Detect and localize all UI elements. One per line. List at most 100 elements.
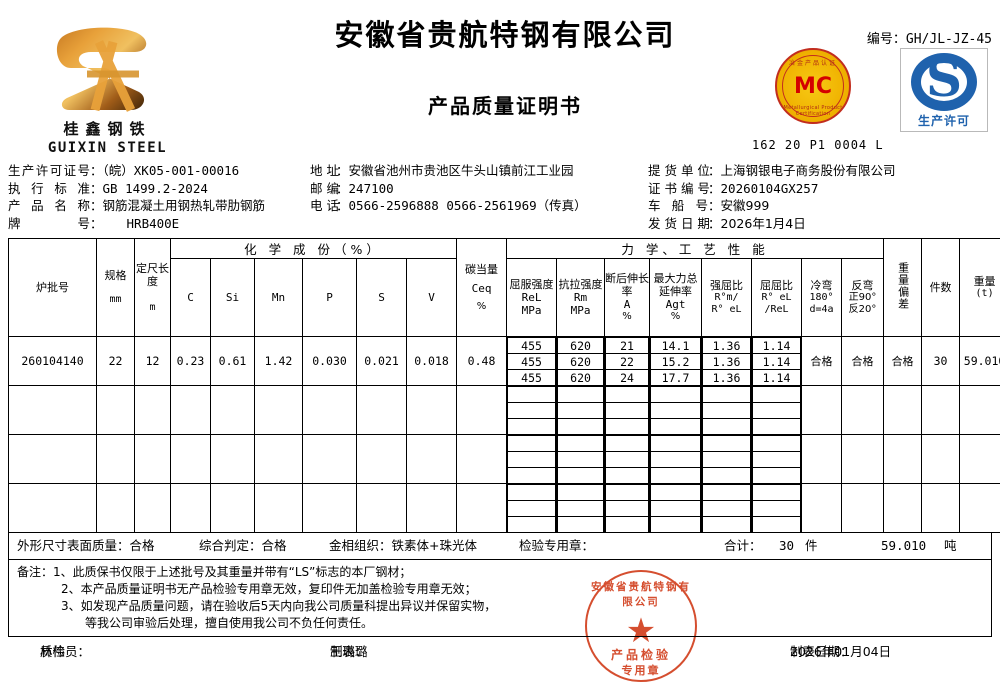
qs-letter-s: S (925, 49, 963, 108)
cell-weightdev (883, 385, 923, 435)
cell-si (210, 385, 255, 435)
cell-agt: 14.1 15.2 17.7 (649, 336, 703, 386)
info-column-left: 生产许可证号：（皖）XK05-001-00016 执 行 标 准：GB 1499… (8, 162, 265, 232)
table-row[interactable] (8, 385, 1000, 435)
cell-coldbend (801, 434, 843, 484)
info-row-phone: 电 话：0566-2596888 0566-2561969（传真） (310, 198, 587, 213)
th-elong-l1: 断后伸长率 (605, 272, 650, 298)
th-yield-strength: 屈服强度 ReL MPa (506, 258, 558, 337)
cell-c (170, 483, 211, 533)
cell-ratio2 (751, 483, 803, 533)
th-spec: 规格 mm (96, 238, 135, 337)
th-ceq-label: 碳当量 (465, 262, 499, 276)
cell-ratio2 (751, 434, 803, 484)
cell-s: 0.021 (356, 336, 407, 386)
cell-yield (506, 385, 558, 435)
th-elong-sym: A (623, 298, 631, 311)
mech-subcell: 620 (557, 353, 605, 370)
th-reverse-bend: 反弯 正90° 反20° (841, 258, 885, 337)
th-ratio2-sym: R° eL (761, 292, 792, 303)
cell-heat-no (8, 385, 97, 435)
standard-value: GB 1499.2-2024 (102, 180, 208, 196)
cell-length (134, 434, 171, 484)
th-p: P (302, 258, 357, 337)
consignee-value: 上海钢银电子商务股份有限公司 (720, 163, 896, 178)
cert-no-value: 20260104GX257 (720, 180, 819, 196)
th-heat-no: 炉批号 (8, 238, 97, 337)
th-si: Si (210, 258, 255, 337)
stamp-line1: 产品检验 (610, 648, 671, 662)
cell-heat-no (8, 434, 97, 484)
logo-mark-icon (43, 22, 173, 117)
mech-subcell (605, 402, 650, 419)
info-row-grade: 牌 号： HRB400E (8, 215, 180, 231)
table-header-row-2: C Si Mn P S V 屈服强度 ReL MPa 抗拉强度 Rm MPa 断… (9, 258, 1000, 337)
table-row[interactable]: 260104140 22 12 0.23 0.61 1.42 0.030 0.021 0.018… (8, 336, 1000, 386)
table-row[interactable] (8, 434, 1000, 484)
cell-p (302, 385, 357, 435)
cell-elong (604, 434, 651, 484)
info-column-middle: 地 址：安徽省池州市贵池区牛头山镇前江工业园 邮 编：247100 电 话：05… (310, 162, 587, 215)
summary-overall-value: 合格 (261, 538, 287, 553)
cell-si (210, 483, 255, 533)
notes-label: 备注： (17, 565, 54, 579)
cell-si (210, 434, 255, 484)
info-row-product-name: 产 品 名 称：钢筋混凝土用钢热轧带肋钢筋 (8, 198, 266, 213)
cell-c (170, 385, 211, 435)
qs-caption: 生产许可 (917, 114, 970, 128)
standard-label: 执 行 标 准 (8, 180, 90, 196)
summary-seal-label: 检验专用章： (519, 538, 595, 553)
mech-subcell (507, 418, 557, 434)
mech-subcell (752, 467, 802, 483)
th-ratio1-label: 强屈比 (710, 279, 744, 292)
mech-subcell (605, 467, 650, 483)
mech-subcell (650, 418, 702, 434)
th-yield-l1: 屈服强度 (509, 278, 554, 291)
info-row-postcode: 邮 编：247100 (310, 180, 394, 196)
logo-text-cn: 桂鑫钢铁 (63, 120, 152, 138)
mech-subcell: 14.1 (650, 337, 702, 354)
th-ratio1-sym2: R° eL (711, 304, 742, 315)
cell-spec (96, 385, 135, 435)
qs-circle (911, 53, 977, 111)
th-yield-sym: ReL (521, 291, 542, 304)
th-c: C (170, 258, 211, 337)
table-row[interactable] (8, 483, 1000, 533)
cell-s (356, 385, 407, 435)
table-header-row-1: 炉批号 规格 mm 定尺长度 m 化 学 成 份（%） 碳当量 Ceq % 力 … (8, 238, 1000, 337)
info-row-ship-date: 发 货 日 期：2026年1月4日 (648, 215, 806, 231)
th-agt: 最大力总延伸率 Agt % (649, 258, 703, 337)
mech-subcell (557, 386, 605, 403)
cell-weight (959, 385, 1000, 435)
cell-mn (254, 434, 303, 484)
mc-seal-letters: MC (793, 74, 833, 99)
th-revbend-l1: 正90° (848, 292, 877, 303)
mech-subcell (650, 516, 702, 532)
cell-tensile (556, 483, 606, 533)
maker-value: 王璐璐 (330, 644, 368, 659)
cell-ratio2 (751, 385, 803, 435)
logo-text-en: GUIXIN STEEL (47, 140, 168, 156)
th-group-mechanical: 力 学、工 艺 性 能 (506, 238, 885, 259)
info-row-license: 生产许可证号：（皖）XK05-001-00016 (8, 163, 240, 178)
mech-subcell (507, 516, 557, 532)
mech-subcell (557, 467, 605, 483)
cell-tensile (556, 434, 606, 484)
th-ratio2-sym2: /ReL (764, 304, 789, 315)
th-mn: Mn (254, 258, 303, 337)
notes-line-3: 3、如发现产品质量问题，请在验收后5天内向我公司质量科提出异议并保留实物， (61, 599, 497, 613)
footer-bar: 质检员： 林伟 制表： 王璐璐 制表日期： 2026年01月04日 (0, 641, 1000, 663)
cell-ratio1 (701, 385, 753, 435)
th-ceq-unit: % (476, 300, 487, 312)
cell-elong: 21 22 24 (604, 336, 651, 386)
ship-date-label: 发 货 日 期 (648, 215, 710, 231)
table-body: 260104140 22 12 0.23 0.61 1.42 0.030 0.021 0.018… (8, 336, 1000, 533)
cell-s (356, 483, 407, 533)
cell-revbend: 合格 (841, 336, 885, 386)
cell-ratio2: 1.14 1.14 1.14 (751, 336, 803, 386)
mech-subcell (702, 386, 752, 403)
th-ratio-rel-rel: 屈屈比 R° eL /ReL (751, 258, 803, 337)
cell-v (405, 434, 458, 484)
phone-value: 0566-2596888 0566-2561969（传真） (348, 198, 587, 213)
mc-certification-seal-icon: 冶金产品认证 MC Metallurgical Product Certific… (775, 48, 851, 124)
